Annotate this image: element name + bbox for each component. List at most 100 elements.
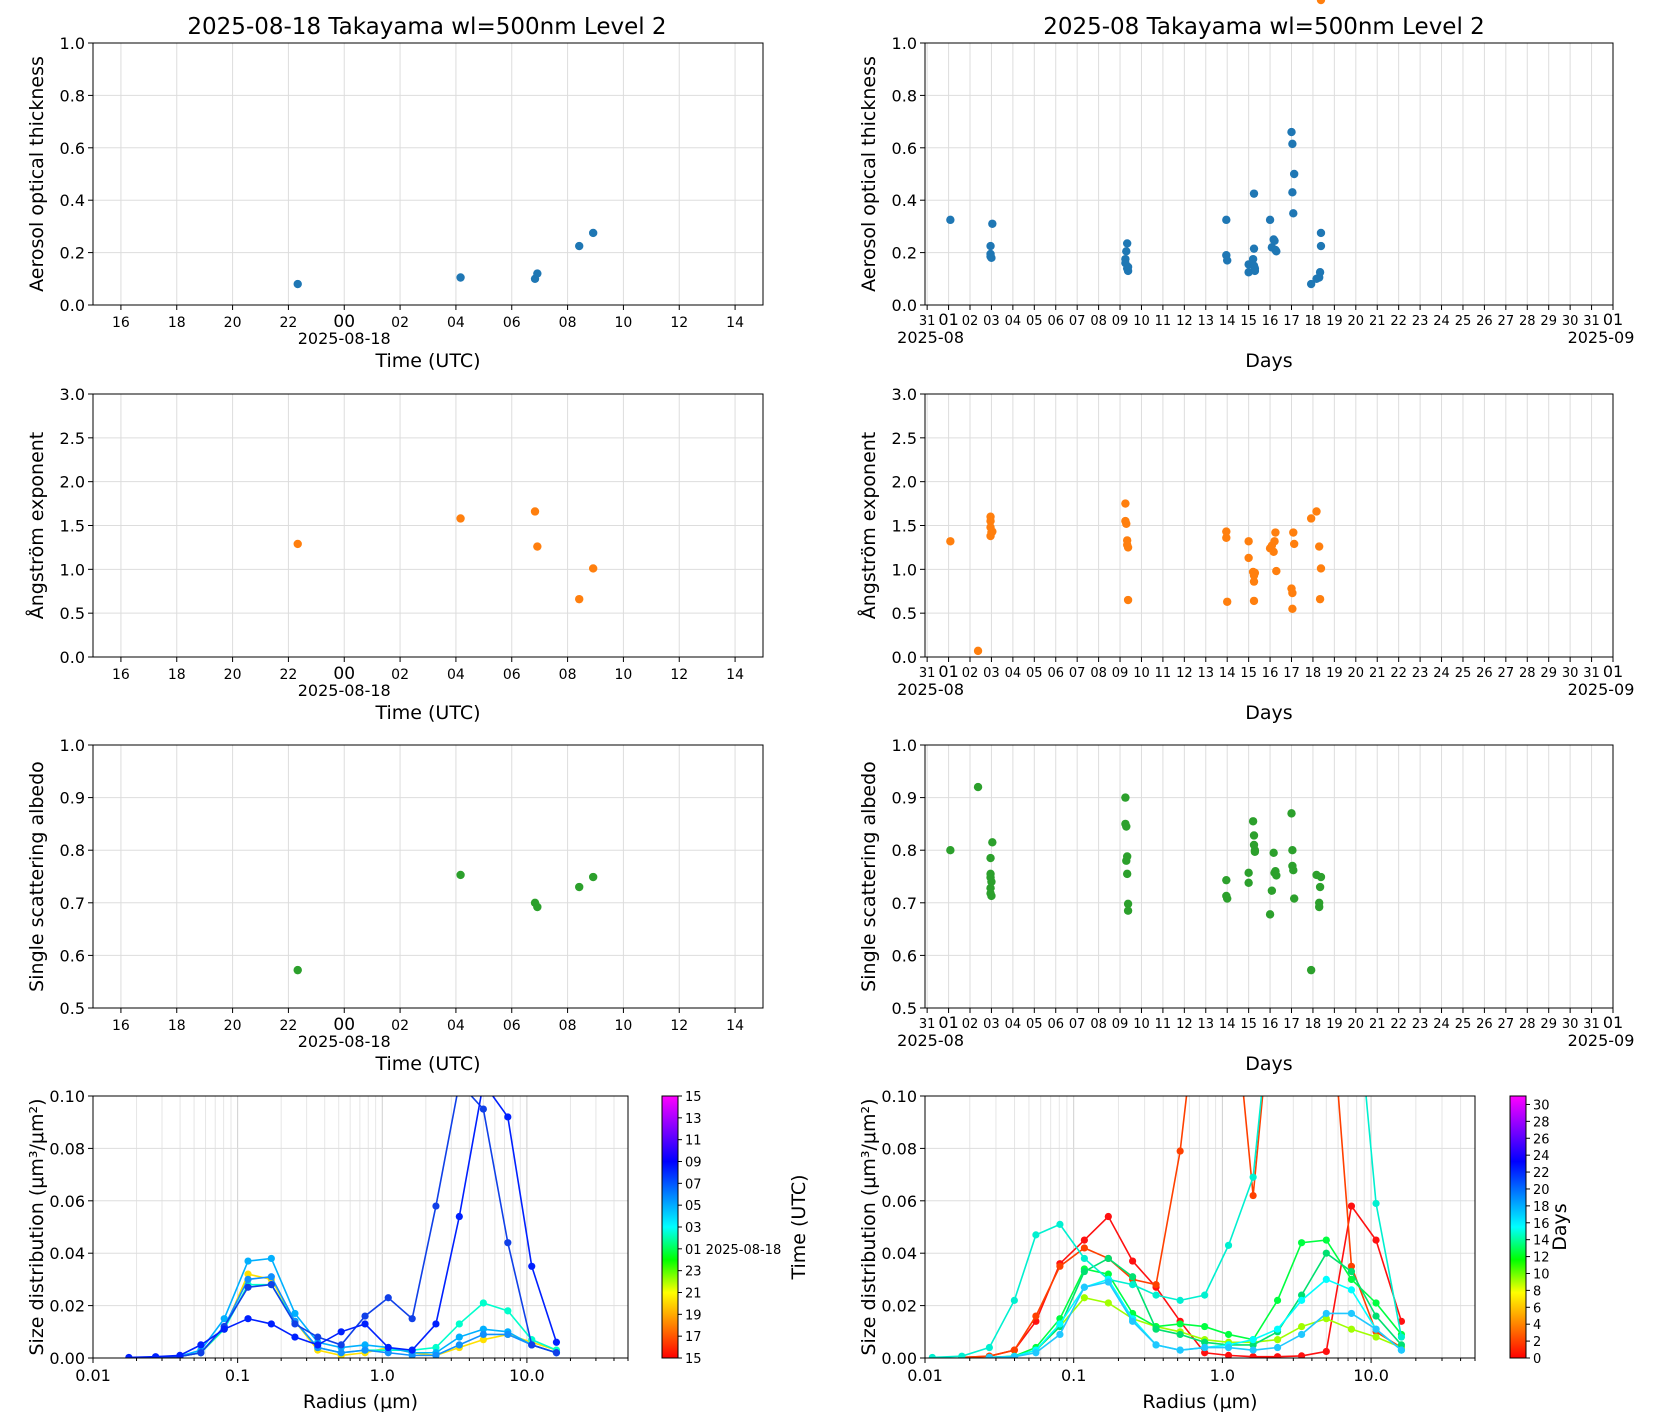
monthly_aot-point — [1222, 215, 1231, 225]
daily_sd-series-point — [552, 1338, 561, 1346]
monthly_aot-point — [1287, 127, 1296, 137]
daily_sd-xlabel: Radius (μm) — [303, 1391, 418, 1413]
monthly_aot-point — [1270, 236, 1279, 246]
daily_aot-panel: 0.0 0.2 0.4 0.6 0.8 1.0 Aerosol optical thickn… — [26, 34, 764, 372]
monthly_aot-xtick-label: 31 — [919, 314, 936, 329]
monthly_aot-xtick-label: 05 — [1026, 314, 1043, 329]
daily_sd-series-point — [479, 1336, 487, 1344]
monthly_sd-series-point — [1298, 935, 1305, 942]
monthly_ang-point — [1249, 596, 1259, 606]
daily_ang-ylabel: Ångström exponent — [25, 432, 48, 620]
monthly_aot-point — [1123, 262, 1133, 272]
daily_sd-series-point — [314, 1341, 322, 1349]
daily_ssa-xtick-label: 22 — [280, 1018, 298, 1034]
monthly_aot-ytick-label: 0.4 — [892, 191, 917, 210]
daily_ssa-xtick-label: 06 — [503, 1018, 521, 1034]
daily_sd-cbar-tick-label: 23 — [685, 1265, 702, 1280]
monthly_sd-series-point — [1297, 1291, 1306, 1299]
monthly_sd-series-point — [1056, 1330, 1064, 1339]
daily_ssa-xtick-label: 10 — [615, 1018, 633, 1034]
monthly_sd-series-point — [1273, 1353, 1282, 1358]
daily_aot-xlabel: Time (UTC) — [374, 350, 480, 372]
monthly_ssa-ylabel: Single scattering albedo — [858, 761, 880, 992]
daily_aot-xtick-label: 20 — [224, 315, 242, 331]
monthly_ang-point — [1314, 542, 1324, 551]
daily_sd-cbar-tick-label: 13 — [685, 1112, 702, 1127]
monthly_aot-start-label: 2025-08 — [897, 328, 964, 347]
monthly_aot-point — [1249, 244, 1259, 253]
daily_sd-series-point — [176, 1351, 184, 1358]
monthly_ssa-point — [1315, 882, 1325, 892]
daily_sd-series-point — [267, 1273, 275, 1281]
monthly_ang-point — [1250, 568, 1260, 578]
monthly_ang-point — [1288, 588, 1297, 598]
daily_aot-xtick-label: 04 — [447, 315, 465, 331]
daily_sd-series-point — [361, 1346, 369, 1354]
daily_ssa-date-label: 2025-08-18 — [298, 1032, 391, 1051]
daily_sd-cbar-label: Time (UTC) — [788, 1174, 810, 1280]
monthly_sd-xlabel: Radius (μm) — [1142, 1391, 1257, 1413]
monthly_ang-xtick-label: 30 — [1562, 666, 1579, 681]
daily_sd-series-line — [128, 1096, 558, 1358]
monthly_ssa-point — [1288, 846, 1297, 855]
monthly_sd-series-point — [1176, 1320, 1184, 1328]
daily_sd-series-point — [220, 1315, 228, 1323]
daily_sd-cbar-tick-label: 07 — [685, 1177, 702, 1192]
monthly_sd-series-point — [1323, 935, 1330, 942]
daily_ssa-frame — [92, 744, 764, 1009]
monthly_sd-series-point — [1372, 1333, 1380, 1341]
monthly_ssa-point — [1244, 878, 1253, 888]
monthly_sd-ytick-label: 0.08 — [881, 1139, 917, 1158]
monthly_sd-series-point — [1129, 1257, 1137, 1265]
monthly_ang-xtick-label: 01 — [1603, 662, 1623, 681]
monthly_aot-point — [1306, 279, 1316, 289]
monthly_ssa-xtick-label: 13 — [1197, 1017, 1214, 1032]
daily_ssa-ytick-label: 1.0 — [60, 736, 85, 755]
monthly_ssa-xtick-label: 19 — [1326, 1017, 1343, 1032]
monthly_ang-point — [1271, 528, 1280, 537]
monthly_aot-ytick-label: 0.6 — [892, 139, 917, 158]
monthly_ang-xtick-label: 18 — [1305, 666, 1322, 681]
monthly_ssa-xtick-label: 30 — [1562, 1017, 1579, 1032]
monthly_ssa-point — [987, 877, 996, 886]
monthly_ssa-point — [1287, 809, 1296, 818]
monthly_ang-xtick-label: 04 — [1005, 666, 1022, 681]
daily_aot-date-label: 2025-08-18 — [298, 329, 391, 348]
daily_ssa-ytick-label: 0.7 — [60, 894, 85, 913]
monthly_aot-point — [1249, 189, 1259, 198]
monthly_ang-point — [1306, 514, 1316, 523]
daily_sd-series-point — [456, 1079, 463, 1086]
monthly_ang-point — [1121, 499, 1130, 508]
daily_ssa-ylabel: Single scattering albedo — [26, 761, 48, 992]
monthly_ang-xtick-label: 19 — [1326, 666, 1343, 681]
daily_ang-point — [588, 564, 598, 573]
monthly_ssa-xtick-label: 25 — [1455, 1017, 1472, 1032]
daily_sd-series-point — [432, 1351, 440, 1358]
daily_ssa-panel: 0.5 0.6 0.7 0.8 0.9 1.0 Single scattering albe… — [26, 736, 764, 1075]
monthly_ang-xtick-label: 05 — [1026, 666, 1043, 681]
monthly_aot-xtick-label: 06 — [1047, 314, 1064, 329]
daily_ang-ytick-label: 0.5 — [60, 604, 85, 623]
monthly_ang-point — [986, 516, 995, 526]
daily_ang-point — [293, 539, 302, 549]
daily_sd-ytick-label: 0.08 — [49, 1139, 85, 1158]
daily_ang-ytick-label: 0.0 — [60, 648, 85, 667]
monthly_sd-series-point — [1201, 1338, 1209, 1346]
daily_sd-series-point — [361, 1341, 369, 1349]
monthly_ssa-xlabel: Days — [1245, 1053, 1292, 1075]
monthly_aot-ytick-label: 0.8 — [892, 86, 917, 105]
monthly_sd-series-point — [1348, 935, 1355, 942]
monthly_sd-series-point — [1104, 1299, 1112, 1307]
monthly_sd-series-point — [1397, 1317, 1406, 1325]
monthly_sd-series-point — [1080, 1283, 1088, 1291]
monthly_sd-panel: 0.01 0.1 1.0 10.0 0.00 0.02 0.04 0.06 0.08 0.10Si… — [858, 935, 1571, 1413]
daily_ang-date-label: 2025-08-18 — [298, 681, 391, 700]
monthly_ang-point — [988, 527, 997, 536]
monthly_sd-cbar-tick-label: 16 — [1533, 1217, 1550, 1232]
monthly_ssa-point — [1316, 872, 1326, 882]
monthly_sd-series-point — [958, 1352, 966, 1358]
monthly_sd-series-point — [1322, 1315, 1330, 1323]
monthly_ssa-point — [973, 782, 983, 792]
monthly_sd-series-point — [1201, 1291, 1209, 1299]
